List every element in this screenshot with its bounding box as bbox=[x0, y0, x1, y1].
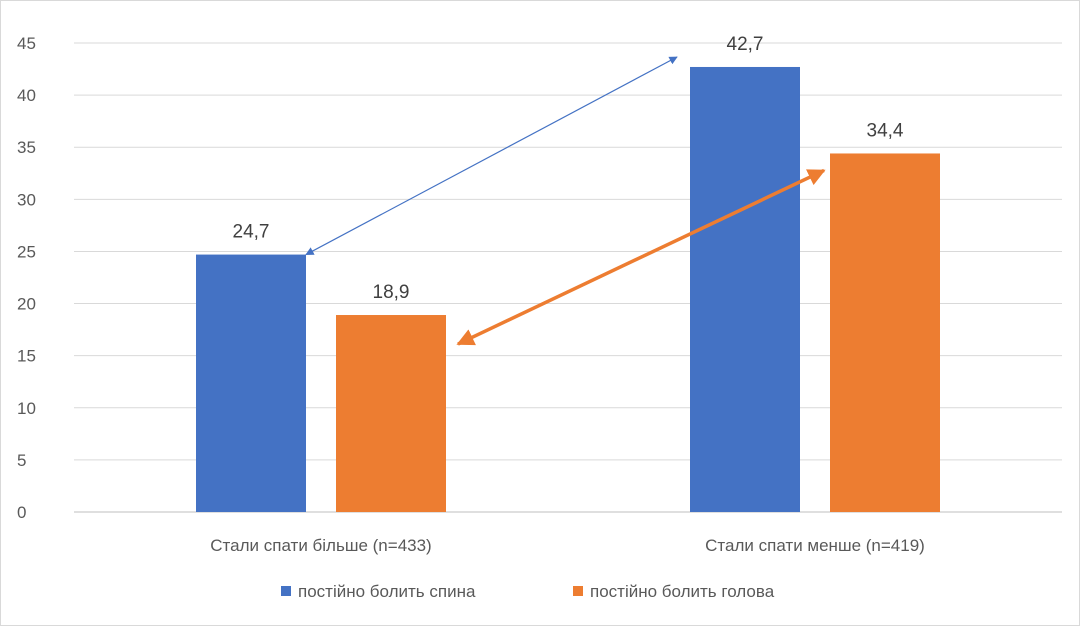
data-label: 42,7 bbox=[727, 34, 764, 55]
y-tick-label: 30 bbox=[17, 190, 36, 209]
y-tick-label: 45 bbox=[17, 34, 36, 53]
blue-double-arrow bbox=[305, 56, 678, 256]
bar bbox=[830, 153, 940, 512]
x-category-label: Стали спати більше (n=433) bbox=[210, 536, 431, 555]
y-tick-label: 20 bbox=[17, 295, 36, 314]
x-axis: Стали спати більше (n=433) Стали спати ме… bbox=[210, 536, 925, 555]
data-label: 18,9 bbox=[373, 282, 410, 303]
y-tick-label: 25 bbox=[17, 242, 36, 261]
annotation-arrows bbox=[305, 56, 826, 346]
legend-label: постійно болить спина bbox=[298, 582, 476, 601]
legend-label: постійно болить голова bbox=[590, 582, 775, 601]
legend: постійно болить спина постійно болить гол… bbox=[281, 582, 775, 601]
data-labels: 24,7 42,7 18,9 34,4 bbox=[233, 34, 904, 303]
y-tick-label: 5 bbox=[17, 451, 26, 470]
bar bbox=[336, 315, 446, 512]
y-tick-label: 10 bbox=[17, 399, 36, 418]
bar bbox=[690, 66, 800, 513]
legend-swatch bbox=[281, 586, 291, 596]
y-tick-label: 15 bbox=[17, 347, 36, 366]
data-label: 34,4 bbox=[867, 120, 904, 141]
y-tick-label: 0 bbox=[17, 503, 26, 522]
bars bbox=[196, 66, 940, 513]
x-category-label: Стали спати менше (n=419) bbox=[705, 536, 925, 555]
orange-double-arrow bbox=[456, 168, 826, 346]
bar bbox=[196, 254, 306, 512]
y-tick-label: 40 bbox=[17, 86, 36, 105]
data-label: 24,7 bbox=[233, 222, 270, 243]
legend-swatch bbox=[573, 586, 583, 596]
y-axis: 0 5 10 15 20 25 30 35 40 45 bbox=[17, 34, 36, 522]
y-tick-label: 35 bbox=[17, 138, 36, 157]
